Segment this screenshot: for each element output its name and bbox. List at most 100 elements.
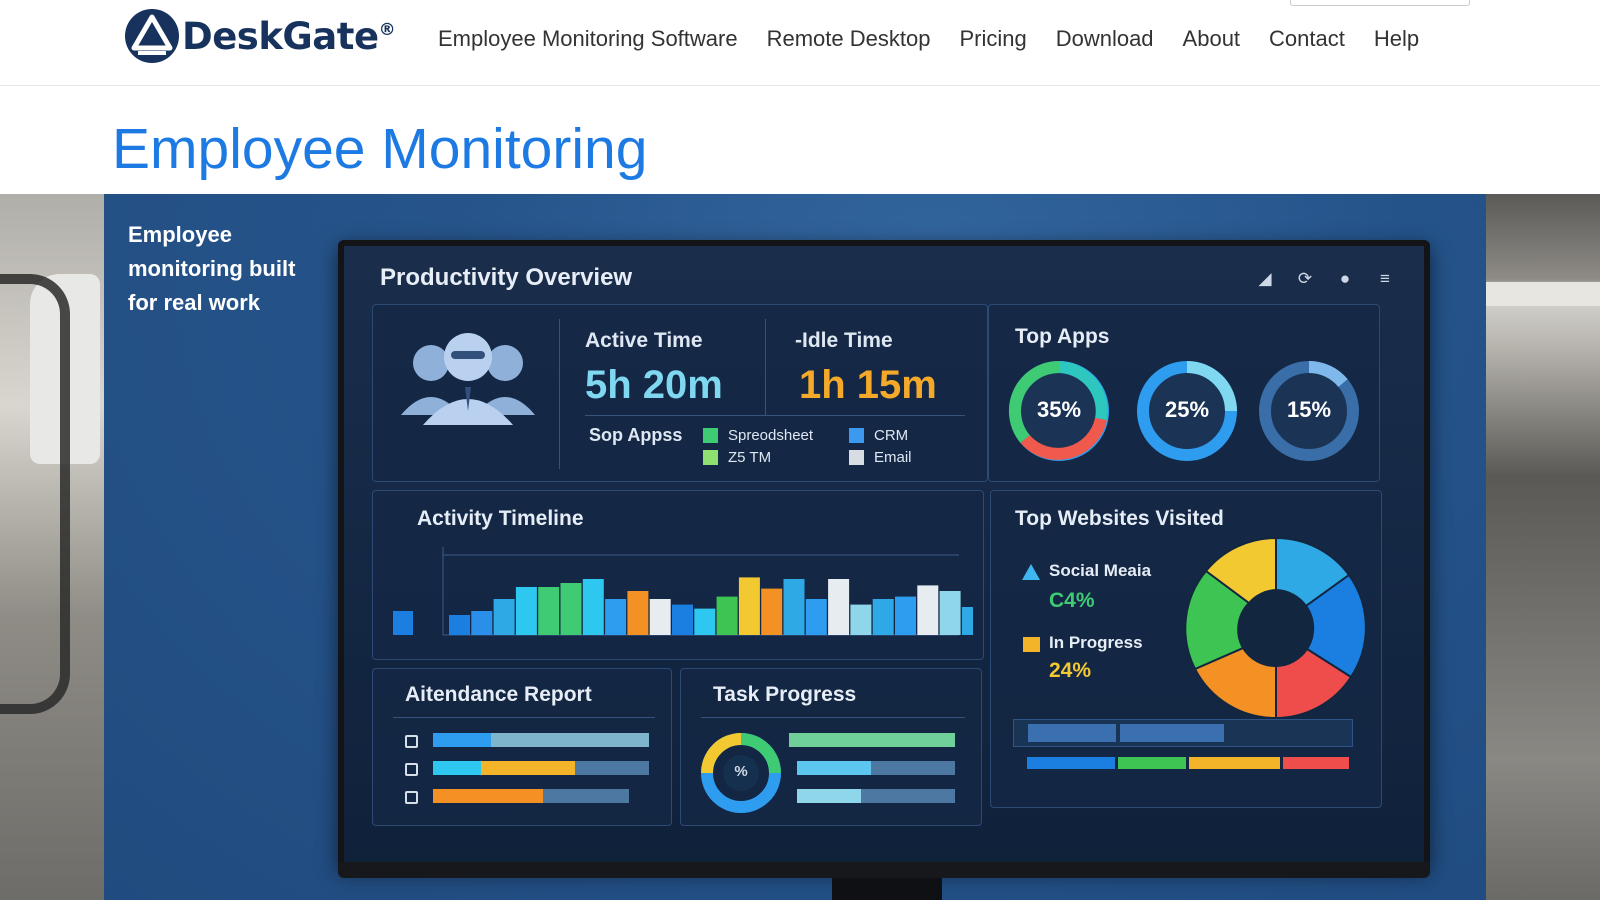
dashboard-screen: Productivity Overview ◢ ⟳ ● ≡ bbox=[344, 246, 1424, 862]
task-progress-title: Task Progress bbox=[713, 683, 857, 706]
team-icon bbox=[401, 333, 535, 425]
header-search-box[interactable] bbox=[1290, 0, 1470, 6]
timeline-bar bbox=[738, 577, 760, 635]
timeline-bar bbox=[493, 599, 515, 635]
websites-donut-chart bbox=[1184, 536, 1367, 720]
nav-download[interactable]: Download bbox=[1055, 26, 1154, 51]
nav-remote-desktop[interactable]: Remote Desktop bbox=[766, 26, 931, 51]
nav-contact[interactable]: Contact bbox=[1269, 26, 1345, 51]
stack-segment bbox=[1117, 757, 1186, 769]
activity-timeline-chart bbox=[393, 547, 973, 636]
task-bar bbox=[797, 789, 955, 803]
timeline-bar bbox=[672, 604, 693, 635]
nav-pricing[interactable]: Pricing bbox=[959, 26, 1027, 51]
legend-crm: CRM bbox=[849, 427, 908, 444]
main-nav: Employee Monitoring Software Remote Desk… bbox=[438, 26, 1448, 52]
timeline-bar bbox=[895, 596, 916, 635]
timeline-bar bbox=[560, 583, 582, 635]
office-desk bbox=[1486, 282, 1600, 306]
app-ring-2-value: 25% bbox=[1164, 397, 1210, 422]
filter-chip bbox=[1120, 724, 1224, 742]
timeline-bar bbox=[393, 611, 413, 635]
stack-segment bbox=[1283, 757, 1349, 769]
deskgate-logo[interactable]: DeskGate ® bbox=[124, 8, 396, 64]
divider bbox=[585, 415, 965, 416]
checkbox bbox=[405, 735, 418, 748]
hero-tagline: Employee monitoring built for real work bbox=[128, 222, 296, 315]
task-bar bbox=[789, 733, 955, 747]
task-progress-panel: Task Progress % bbox=[680, 668, 982, 826]
office-chair bbox=[0, 274, 70, 714]
task-progress-ring bbox=[701, 733, 781, 813]
timeline-bar bbox=[582, 579, 604, 635]
timeline-bar bbox=[515, 587, 537, 635]
filter-chip bbox=[1028, 724, 1116, 742]
attendance-bar bbox=[433, 789, 629, 803]
apps-label: Sop Appss bbox=[589, 425, 683, 445]
timeline-bar bbox=[961, 607, 973, 635]
timeline-bar bbox=[872, 599, 894, 635]
triangle-icon bbox=[1022, 564, 1040, 580]
refresh-icon: ⟳ bbox=[1297, 269, 1313, 288]
idle-time-label: -Idle Time bbox=[795, 329, 893, 352]
website-legend-progress: In Progress bbox=[1049, 633, 1143, 652]
panel-divider bbox=[701, 717, 965, 718]
attendance-report-panel: Aitendance Report bbox=[372, 668, 672, 826]
divider bbox=[559, 319, 560, 469]
top-apps-panel: Top Apps 35% 25% 15% bbox=[988, 304, 1380, 482]
legend-spreadsheet: Spreodsheet bbox=[703, 427, 813, 444]
timeline-bar bbox=[828, 579, 850, 635]
top-websites-panel: Top Websites Visited Social Meaia C4% In… bbox=[990, 490, 1382, 808]
hero-banner: Employee monitoring built for real work … bbox=[0, 194, 1600, 900]
timeline-bar bbox=[850, 604, 872, 635]
timeline-bar bbox=[939, 591, 961, 635]
monitor-stand bbox=[832, 878, 942, 900]
deskgate-logo-icon bbox=[125, 9, 179, 63]
attendance-report-title: Aitendance Report bbox=[405, 683, 592, 706]
idle-time-value: 1h 15m bbox=[799, 363, 937, 407]
nav-help[interactable]: Help bbox=[1373, 26, 1420, 51]
attendance-bar bbox=[433, 761, 649, 775]
office-photo-left bbox=[0, 194, 104, 900]
app-ring-2 bbox=[1137, 361, 1237, 461]
task-ring-label: % bbox=[734, 763, 748, 780]
timeline-bar bbox=[761, 588, 783, 635]
timeline-bar bbox=[627, 591, 649, 635]
app-ring-1 bbox=[1008, 360, 1109, 461]
top-websites-title: Top Websites Visited bbox=[1015, 507, 1224, 530]
top-apps-title: Top Apps bbox=[1015, 325, 1110, 348]
monitor-bezel-bottom bbox=[338, 862, 1430, 878]
website-value-social: C4% bbox=[1049, 589, 1095, 612]
checkbox bbox=[405, 791, 418, 804]
nav-employee-monitoring-software[interactable]: Employee Monitoring Software bbox=[438, 26, 738, 51]
app-ring-3-value: 15% bbox=[1286, 397, 1332, 422]
menu-icon: ≡ bbox=[1380, 269, 1390, 288]
dashboard-toolbar: ◢ ⟳ ● ≡ bbox=[1254, 270, 1396, 288]
nav-about[interactable]: About bbox=[1182, 26, 1241, 51]
active-time-value: 5h 20m bbox=[585, 363, 723, 407]
active-time-label: Active Time bbox=[585, 329, 703, 352]
legend-z5tm: Z5 TM bbox=[703, 449, 771, 466]
checkbox bbox=[405, 763, 418, 776]
timeline-bar bbox=[538, 587, 560, 635]
website-value-progress: 24% bbox=[1049, 659, 1092, 682]
square-icon bbox=[1023, 637, 1040, 652]
timeline-bar bbox=[716, 596, 738, 635]
timeline-bar bbox=[694, 608, 716, 635]
dashboard-monitor: Productivity Overview ◢ ⟳ ● ≡ bbox=[338, 240, 1430, 868]
stack-segment bbox=[1027, 757, 1115, 769]
productivity-overview-title: Productivity Overview bbox=[380, 264, 633, 291]
activity-timeline-panel: Activity Timeline bbox=[372, 490, 984, 660]
activity-timeline-title: Activity Timeline bbox=[417, 507, 584, 530]
timeline-bar bbox=[605, 599, 627, 635]
app-ring-1-value: 35% bbox=[1036, 397, 1082, 422]
legend-email: Email bbox=[849, 449, 912, 466]
timeline-bar bbox=[783, 579, 805, 635]
office-photo-right bbox=[1486, 194, 1600, 900]
divider bbox=[765, 319, 766, 415]
logo-text: DeskGate bbox=[182, 14, 379, 58]
cloud-icon: ● bbox=[1339, 269, 1351, 288]
timeline-bar bbox=[917, 585, 939, 635]
timeline-bar bbox=[471, 611, 493, 635]
time-stats-panel: Active Time 5h 20m -Idle Time 1h 15m Sop… bbox=[372, 304, 988, 482]
